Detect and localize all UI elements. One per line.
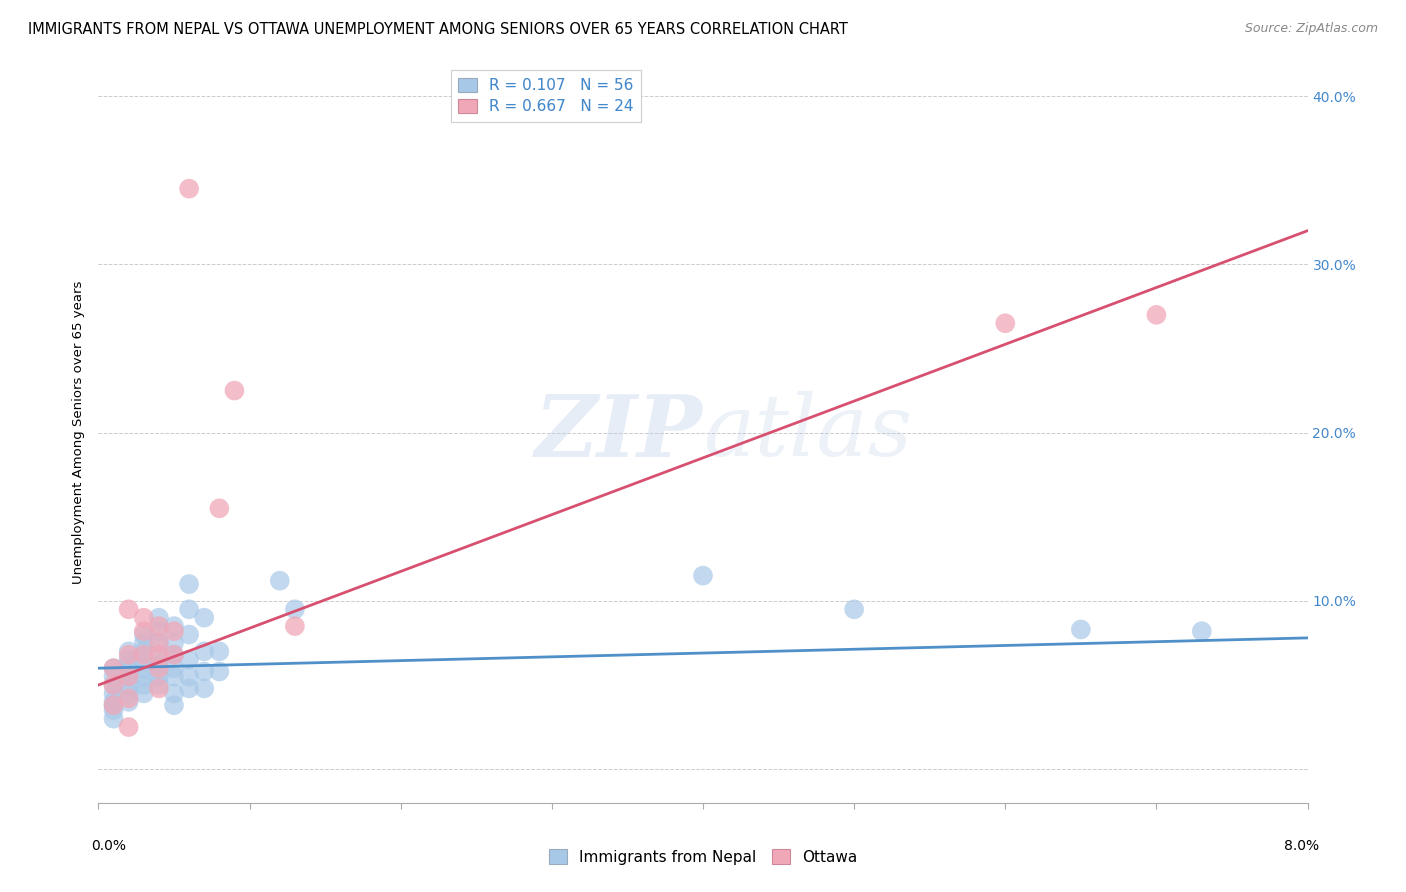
Point <box>994 316 1017 330</box>
Point <box>1070 623 1092 637</box>
Point <box>103 670 125 684</box>
Point <box>118 653 141 667</box>
Point <box>118 691 141 706</box>
Point <box>103 661 125 675</box>
Point <box>163 661 186 675</box>
Legend: R = 0.107   N = 56, R = 0.667   N = 24: R = 0.107 N = 56, R = 0.667 N = 24 <box>451 70 641 122</box>
Point <box>163 624 186 639</box>
Point <box>179 627 201 641</box>
Point <box>179 577 201 591</box>
Point <box>224 384 246 398</box>
Point <box>844 602 866 616</box>
Point <box>103 678 125 692</box>
Point <box>179 602 201 616</box>
Point <box>692 568 714 582</box>
Text: ZIP: ZIP <box>536 391 703 475</box>
Point <box>193 681 215 696</box>
Point <box>163 698 186 713</box>
Point <box>148 610 170 624</box>
Point <box>148 657 170 672</box>
Point <box>103 686 125 700</box>
Point <box>148 619 170 633</box>
Point <box>269 574 291 588</box>
Point <box>132 648 155 662</box>
Point <box>163 648 186 662</box>
Point <box>208 644 231 658</box>
Point <box>179 670 201 684</box>
Point <box>148 670 170 684</box>
Point <box>163 636 186 650</box>
Point <box>132 610 155 624</box>
Point <box>103 678 125 692</box>
Point <box>179 681 201 696</box>
Point <box>132 624 155 639</box>
Point <box>103 698 125 713</box>
Point <box>208 501 231 516</box>
Point <box>284 619 307 633</box>
Point <box>132 670 155 684</box>
Point <box>118 686 141 700</box>
Text: 8.0%: 8.0% <box>1284 838 1319 853</box>
Point <box>284 602 307 616</box>
Text: atlas: atlas <box>703 392 912 474</box>
Point <box>148 648 170 662</box>
Point <box>103 698 125 713</box>
Point <box>118 657 141 672</box>
Point <box>148 624 170 639</box>
Y-axis label: Unemployment Among Seniors over 65 years: Unemployment Among Seniors over 65 years <box>72 281 86 584</box>
Point <box>132 661 155 675</box>
Point <box>103 661 125 675</box>
Point <box>118 678 141 692</box>
Text: Source: ZipAtlas.com: Source: ZipAtlas.com <box>1244 22 1378 36</box>
Point <box>103 712 125 726</box>
Point <box>193 610 215 624</box>
Point <box>103 695 125 709</box>
Point <box>193 644 215 658</box>
Point <box>118 695 141 709</box>
Point <box>118 648 141 662</box>
Point <box>118 602 141 616</box>
Point <box>148 678 170 692</box>
Point <box>179 181 201 195</box>
Point <box>118 720 141 734</box>
Point <box>208 665 231 679</box>
Point <box>193 665 215 679</box>
Point <box>132 686 155 700</box>
Point <box>118 665 141 679</box>
Point <box>148 681 170 696</box>
Point <box>132 678 155 692</box>
Text: IMMIGRANTS FROM NEPAL VS OTTAWA UNEMPLOYMENT AMONG SENIORS OVER 65 YEARS CORRELA: IMMIGRANTS FROM NEPAL VS OTTAWA UNEMPLOY… <box>28 22 848 37</box>
Point <box>179 653 201 667</box>
Point <box>118 670 141 684</box>
Point <box>163 686 186 700</box>
Point <box>163 670 186 684</box>
Point <box>1146 308 1168 322</box>
Point <box>163 648 186 662</box>
Point <box>148 636 170 650</box>
Point <box>132 653 155 667</box>
Point <box>148 648 170 662</box>
Text: 0.0%: 0.0% <box>91 838 127 853</box>
Point <box>163 619 186 633</box>
Point <box>132 644 155 658</box>
Point <box>103 703 125 717</box>
Point <box>118 670 141 684</box>
Point <box>148 661 170 675</box>
Legend: Immigrants from Nepal, Ottawa: Immigrants from Nepal, Ottawa <box>543 843 863 871</box>
Point <box>1191 624 1213 639</box>
Point <box>132 636 155 650</box>
Point <box>148 636 170 650</box>
Point <box>132 627 155 641</box>
Point <box>118 644 141 658</box>
